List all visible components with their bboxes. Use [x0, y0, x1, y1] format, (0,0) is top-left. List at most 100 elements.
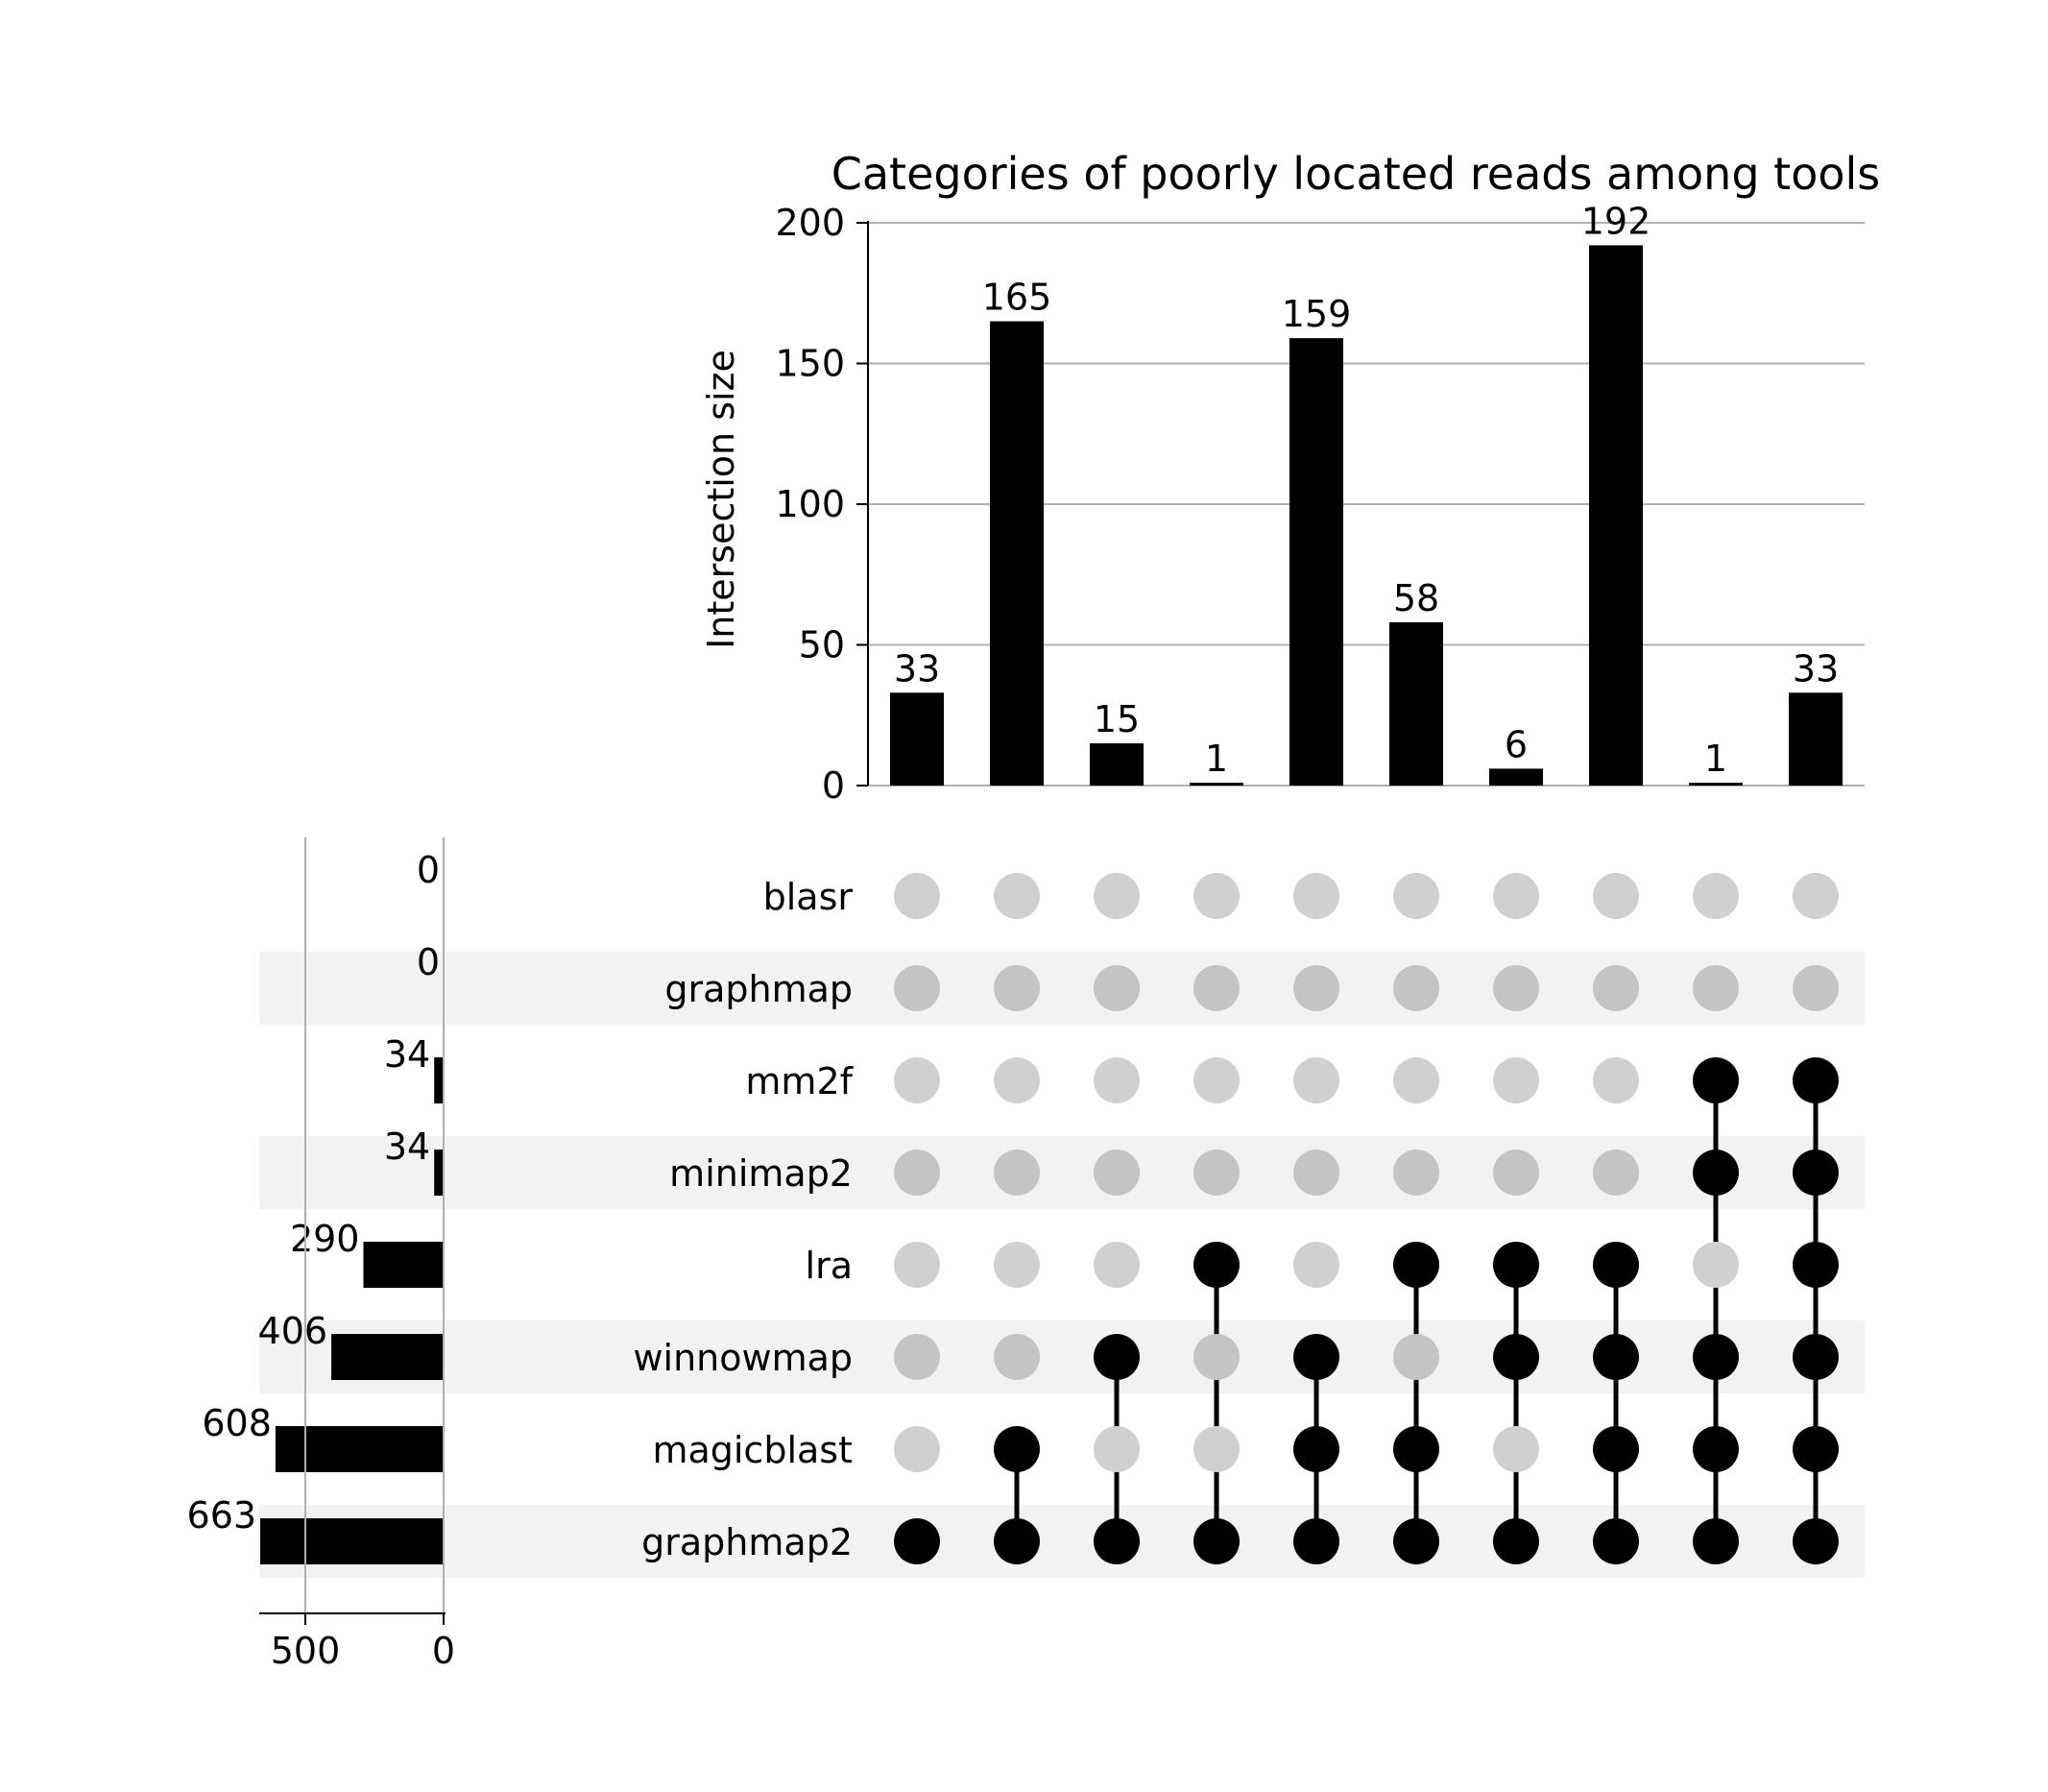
intersection-bar-label-5: 159 — [1282, 293, 1352, 335]
intersection-bar-label-8: 192 — [1581, 200, 1651, 242]
matrix-dot-10-magicblast — [1793, 1426, 1839, 1472]
matrix-dot-3-minimap2 — [1094, 1150, 1140, 1196]
matrix-dot-4-minimap2 — [1193, 1150, 1240, 1196]
matrix-dot-7-blasr — [1493, 873, 1539, 919]
matrix-dot-5-magicblast — [1293, 1426, 1339, 1472]
matrix-dot-6-graphmap — [1393, 965, 1439, 1011]
intersection-bar-label-10: 33 — [1793, 647, 1839, 690]
matrix-dot-6-lra — [1393, 1242, 1439, 1288]
y-tick-label-150: 150 — [775, 343, 845, 385]
membership-matrix — [894, 873, 1839, 1564]
matrix-dot-5-mm2f — [1293, 1057, 1339, 1103]
matrix-dot-2-graphmap2 — [994, 1518, 1040, 1564]
matrix-dot-3-magicblast — [1094, 1426, 1140, 1472]
matrix-dot-10-lra — [1793, 1242, 1839, 1288]
matrix-dot-9-minimap2 — [1693, 1150, 1739, 1196]
intersection-bar-3 — [1090, 743, 1144, 786]
matrix-dot-3-graphmap2 — [1094, 1518, 1140, 1564]
set-axis-tick-label-0: 0 — [432, 1630, 455, 1672]
matrix-dot-8-graphmap2 — [1593, 1518, 1639, 1564]
intersection-bar-label-1: 33 — [894, 647, 940, 690]
matrix-dot-1-minimap2 — [894, 1150, 940, 1196]
set-name-blasr: blasr — [763, 876, 854, 918]
intersection-bar-label-7: 6 — [1505, 723, 1528, 765]
matrix-dot-7-lra — [1493, 1242, 1539, 1288]
intersection-bar-label-2: 165 — [982, 277, 1052, 319]
matrix-dot-4-blasr — [1193, 873, 1240, 919]
set-size-label-magicblast: 608 — [202, 1402, 272, 1444]
matrix-dot-5-blasr — [1293, 873, 1339, 919]
intersection-bar-label-3: 15 — [1094, 698, 1140, 740]
matrix-dot-8-mm2f — [1593, 1057, 1639, 1103]
intersection-bar-label-4: 1 — [1205, 738, 1228, 780]
intersection-y-axis: 0 50 100 150 200 — [775, 202, 869, 807]
matrix-dot-3-blasr — [1094, 873, 1140, 919]
matrix-dot-2-blasr — [994, 873, 1040, 919]
intersection-bar-6 — [1389, 622, 1443, 786]
matrix-dot-1-winnowmap — [894, 1334, 940, 1380]
y-tick-label-100: 100 — [775, 483, 845, 525]
matrix-dot-5-winnowmap — [1293, 1334, 1339, 1380]
y-tick-label-50: 50 — [799, 624, 845, 666]
matrix-dot-6-magicblast — [1393, 1426, 1439, 1472]
matrix-dot-10-graphmap2 — [1793, 1518, 1839, 1564]
matrix-dot-9-magicblast — [1693, 1426, 1739, 1472]
matrix-dot-3-winnowmap — [1094, 1334, 1140, 1380]
matrix-dot-7-graphmap — [1493, 965, 1539, 1011]
matrix-dot-3-mm2f — [1094, 1057, 1140, 1103]
matrix-dot-9-mm2f — [1693, 1057, 1739, 1103]
set-name-graphmap2: graphmap2 — [641, 1521, 853, 1563]
matrix-dot-8-blasr — [1593, 873, 1639, 919]
set-size-bar-mm2f — [434, 1057, 444, 1103]
matrix-dot-9-graphmap2 — [1693, 1518, 1739, 1564]
matrix-dot-10-mm2f — [1793, 1057, 1839, 1103]
set-size-bar-graphmap2 — [260, 1518, 444, 1564]
set-size-label-mm2f: 34 — [384, 1033, 430, 1076]
matrix-dot-5-graphmap2 — [1293, 1518, 1339, 1564]
matrix-dot-1-lra — [894, 1242, 940, 1288]
intersection-bar-9 — [1689, 783, 1743, 786]
set-size-label-graphmap2: 663 — [187, 1494, 257, 1537]
matrix-dot-8-graphmap — [1593, 965, 1639, 1011]
matrix-dot-4-mm2f — [1193, 1057, 1240, 1103]
matrix-dot-4-lra — [1193, 1242, 1240, 1288]
intersection-bar-labels: 33 165 15 1 159 58 6 192 1 33 — [894, 200, 1839, 780]
matrix-dot-7-magicblast — [1493, 1426, 1539, 1472]
set-size-bars: 0 0 34 34 290 406 608 663 — [187, 849, 444, 1564]
matrix-dot-5-graphmap — [1293, 965, 1339, 1011]
intersection-bar-2 — [990, 321, 1044, 786]
intersection-bar-5 — [1289, 338, 1343, 786]
set-size-label-lra: 290 — [290, 1218, 360, 1260]
matrix-dot-4-graphmap2 — [1193, 1518, 1240, 1564]
matrix-dot-9-blasr — [1693, 873, 1739, 919]
matrix-dot-5-lra — [1293, 1242, 1339, 1288]
set-size-bar-minimap2 — [434, 1150, 444, 1196]
intersection-bar-4 — [1190, 783, 1243, 786]
matrix-dot-1-blasr — [894, 873, 940, 919]
matrix-dot-1-graphmap2 — [894, 1518, 940, 1564]
set-name-minimap2: minimap2 — [669, 1152, 853, 1195]
set-name-graphmap: graphmap — [664, 968, 853, 1010]
set-name-magicblast: magicblast — [652, 1429, 853, 1471]
set-size-bar-winnowmap — [331, 1334, 444, 1380]
intersection-bar-10 — [1789, 692, 1843, 786]
matrix-dot-8-minimap2 — [1593, 1150, 1639, 1196]
matrix-dot-2-minimap2 — [994, 1150, 1040, 1196]
matrix-dot-10-winnowmap — [1793, 1334, 1839, 1380]
matrix-dot-2-lra — [994, 1242, 1040, 1288]
matrix-dot-5-minimap2 — [1293, 1150, 1339, 1196]
matrix-dot-6-minimap2 — [1393, 1150, 1439, 1196]
matrix-dot-10-minimap2 — [1793, 1150, 1839, 1196]
set-name-mm2f: mm2f — [745, 1060, 854, 1102]
matrix-dot-7-winnowmap — [1493, 1334, 1539, 1380]
y-axis-label: Intersection size — [700, 350, 742, 649]
set-name-winnowmap: winnowmap — [633, 1337, 853, 1379]
matrix-dot-6-winnowmap — [1393, 1334, 1439, 1380]
matrix-dot-7-minimap2 — [1493, 1150, 1539, 1196]
set-size-axis: 500 0 — [259, 837, 455, 1672]
intersection-bar-7 — [1489, 768, 1543, 786]
matrix-dot-8-winnowmap — [1593, 1334, 1639, 1380]
set-size-label-minimap2: 34 — [384, 1126, 430, 1168]
set-size-label-blasr: 0 — [417, 849, 440, 891]
